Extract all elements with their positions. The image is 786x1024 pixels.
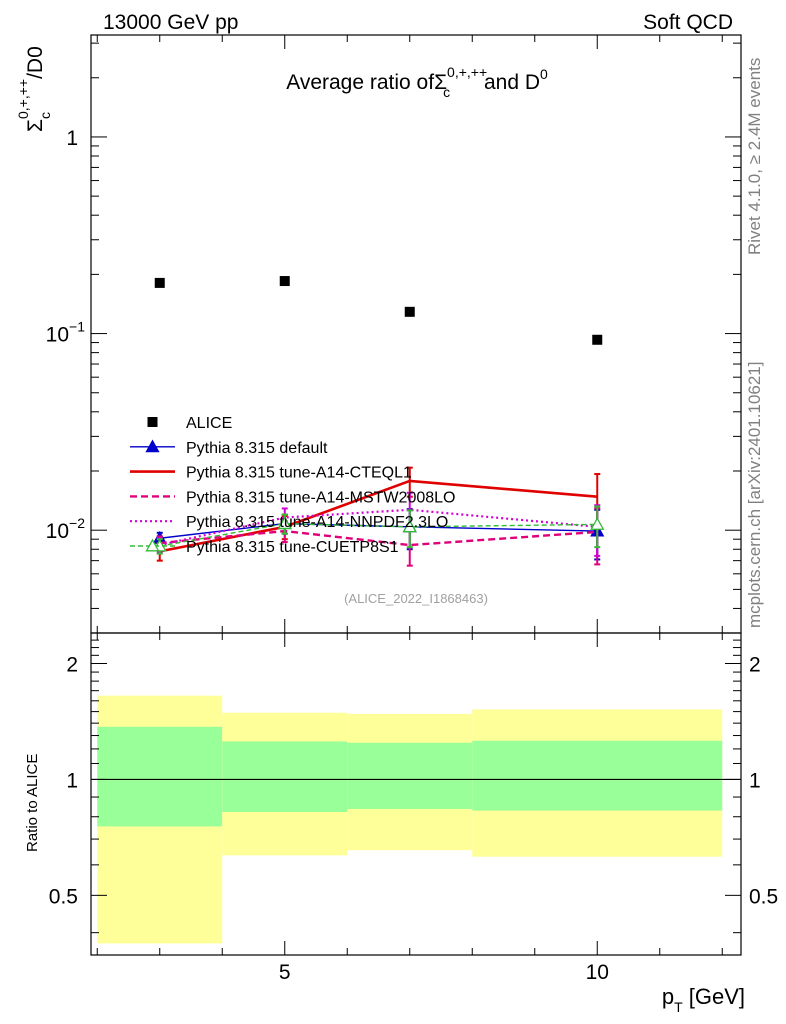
alice-data-point <box>154 277 165 288</box>
alice-data-point <box>404 306 415 317</box>
legend-label-default: Pythia 8.315 default <box>186 440 328 457</box>
legend-label-cuetp8s1: Pythia 8.315 tune-CUETP8S1 <box>186 539 399 556</box>
ratio-panel-frame <box>90 632 742 956</box>
ratio-panel: 5 10 2 2 1 1 0.5 0.5 Ratio to ALICE pT [GeV] <box>24 632 778 1015</box>
ratio-band-inner-3 <box>472 740 723 811</box>
plot-title: Average ratio ofΣ0,+,++ c and D0 <box>286 64 548 100</box>
ratio-y-tick-label-right: 1 <box>749 769 761 792</box>
series-line-default <box>159 522 598 539</box>
main-y-tick-label: 10−1 <box>46 319 86 347</box>
marker-cuetp8s1 <box>277 516 292 530</box>
alice-data-point <box>279 276 290 287</box>
ratio-y-tick-label-right: 0.5 <box>749 885 778 908</box>
main-panel: 1 10−1 10−2 Average ratio ofΣ0,+,++ c and D… <box>15 34 742 634</box>
main-y-axis-label: Σc0,+,++/D0 <box>15 46 53 132</box>
legend-marker-cuetp8s1 <box>145 538 160 552</box>
legend-marker-default <box>145 439 160 453</box>
ratio-y-tick-label: 1 <box>66 769 78 792</box>
legend: ALICE Pythia 8.315 default Pythia 8.315 tu… <box>130 415 455 556</box>
mcplots-label: mcplots.cern.ch [arXiv:2401.10621] <box>745 362 764 628</box>
series-line-mstw <box>159 529 598 547</box>
alice-data-point <box>592 334 603 345</box>
legend-label-mstw: Pythia 8.315 tune-A14-MSTW2008LO <box>186 489 455 506</box>
process-label: Soft QCD <box>643 11 733 34</box>
rivet-version-label: Rivet 4.1.0, ≥ 2.4M events <box>745 58 764 255</box>
marker-cuetp8s1 <box>590 517 605 530</box>
main-y-tick-label: 1 <box>66 127 78 150</box>
main-y-tick-label: 10−2 <box>46 515 86 543</box>
marker-cuetp8s1 <box>402 519 417 533</box>
legend-label-cteql1: Pythia 8.315 tune-A14-CTEQL1 <box>186 465 412 482</box>
ratio-y-tick-label: 0.5 <box>49 885 78 908</box>
ratio-y-axis-label: Ratio to ALICE <box>24 754 41 852</box>
energy-label: 13000 GeV pp <box>103 11 238 34</box>
x-tick-label: 10 <box>586 961 609 984</box>
reference-label: (ALICE_2022_I1868463) <box>344 591 488 606</box>
ratio-y-tick-label-right: 2 <box>749 653 761 676</box>
ratio-band-inner-0 <box>97 726 223 827</box>
ratio-band-inner-2 <box>347 742 473 809</box>
x-tick-label: 5 <box>279 961 291 984</box>
ratio-band-inner-1 <box>222 741 348 812</box>
series-line-cuetp8s1 <box>159 522 598 547</box>
ratio-y-tick-label: 2 <box>66 653 78 676</box>
legend-label-alice: ALICE <box>186 415 232 432</box>
legend-label-nnpdf: Pythia 8.315 tune-A14-NNPDF2.3LO <box>186 514 448 531</box>
legend-marker-alice <box>147 417 158 427</box>
x-axis-label: pT [GeV] <box>662 984 745 1015</box>
series-line-cteql1 <box>159 479 598 553</box>
series-line-nnpdf <box>159 508 598 547</box>
